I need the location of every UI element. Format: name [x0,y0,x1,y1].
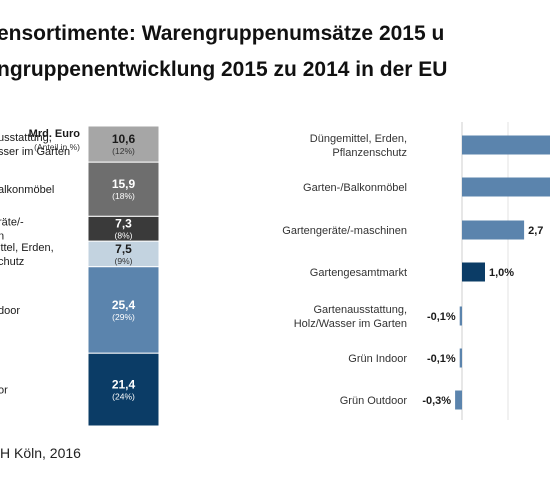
stack-segment [87,240,160,268]
category-label: Garten-/Balkonmöbel [303,182,407,194]
segment-category-label: usstattung, [0,132,52,144]
bar-value-label: -0,1% [427,311,456,323]
share-label: (Anteil in %) [34,142,80,152]
segment-value-label: 25,4 [112,298,136,312]
stack-segment [87,215,160,242]
chart-title-line-2: ngruppenentwicklung 2015 zu 2014 in der … [0,58,448,81]
bar-value-label: -0,1% [427,353,456,365]
segment-share-label: (8%) [115,231,133,241]
category-label: Gartengesamtmarkt [310,267,407,279]
stack-segment [87,125,160,163]
segment-value-label: 7,3 [115,217,132,231]
segment-share-label: (12%) [112,146,135,156]
stack-segment [87,352,160,427]
category-label: Holz/Wasser im Garten [294,318,407,330]
bar-value-label: 1,0% [489,267,514,279]
segment-category-label: n [0,231,4,243]
segment-category-label: sser im Garten [0,146,70,158]
segment-share-label: (24%) [112,392,135,402]
bar [462,220,525,240]
bar-value-label: -0,3% [422,395,451,407]
bar [455,390,462,410]
segment-category-label: chutz [0,256,24,268]
segment-category-label: alkonmöbel [0,184,54,196]
segment-share-label: (9%) [115,256,133,266]
stack-segment [87,161,160,217]
segment-value-label: 21,4 [112,378,136,392]
bar [459,348,462,368]
segment-category-label: door [0,305,20,317]
chart-title-line-1: ensortimente: Warengruppenumsätze 2015 u [0,22,445,45]
segment-category-label: or [0,385,8,397]
category-label: Grün Indoor [348,353,407,365]
segment-share-label: (18%) [112,191,135,201]
unit-label: Mrd. Euro [29,128,81,140]
bar [459,306,462,326]
segment-value-label: 15,9 [112,177,136,191]
segment-category-label: ittel, Erden, [0,242,54,254]
category-label: Pflanzenschutz [332,147,407,159]
bar-value-label: 2,7 [528,225,543,237]
category-label: Gartenausstattung, [313,304,407,316]
segment-share-label: (29%) [112,312,135,322]
bar [462,262,485,282]
source-note: H Köln, 2016 [0,445,81,461]
bar [462,177,550,197]
category-label: Grün Outdoor [340,395,408,407]
category-label: Düngemittel, Erden, [310,133,407,145]
segment-value-label: 10,6 [112,132,136,146]
segment-category-label: räte/- [0,217,24,229]
category-label: Gartengeräte/-maschinen [282,225,407,237]
segment-value-label: 7,5 [115,242,132,256]
bar [462,135,550,155]
